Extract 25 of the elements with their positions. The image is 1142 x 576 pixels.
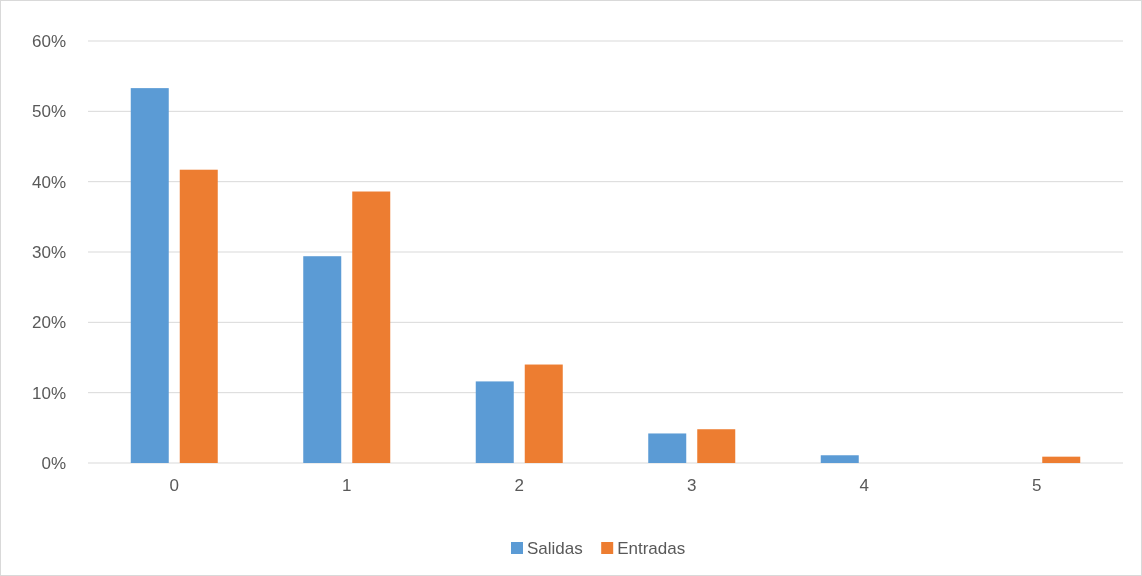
bar <box>524 364 563 463</box>
x-tick-label: 1 <box>342 475 352 495</box>
legend-label: Entradas <box>617 538 686 558</box>
bar <box>1042 456 1081 463</box>
bar <box>820 455 859 463</box>
x-tick-label: 2 <box>514 475 524 495</box>
bar <box>648 433 687 463</box>
y-tick-label: 0% <box>41 453 66 473</box>
x-tick-label: 4 <box>859 475 869 495</box>
y-tick-label: 40% <box>31 172 66 192</box>
bar <box>697 429 736 463</box>
legend-label: Salidas <box>527 538 583 558</box>
y-tick-label: 50% <box>31 102 66 122</box>
y-tick-label: 10% <box>31 383 66 403</box>
bar <box>303 256 342 463</box>
bar <box>352 191 391 463</box>
bar <box>130 88 169 463</box>
x-tick-label: 3 <box>687 475 697 495</box>
x-tick-label: 0 <box>169 475 179 495</box>
y-tick-label: 60% <box>31 31 66 51</box>
bar <box>475 381 514 463</box>
bar <box>179 169 218 463</box>
x-tick-label: 5 <box>1032 475 1042 495</box>
y-tick-label: 20% <box>31 313 66 333</box>
y-tick-label: 30% <box>31 242 66 262</box>
